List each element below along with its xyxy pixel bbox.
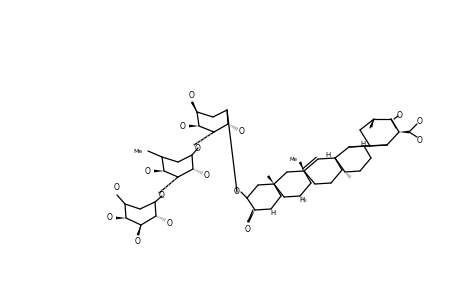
Text: Me: Me <box>134 148 143 154</box>
Polygon shape <box>116 217 126 219</box>
Text: H: H <box>359 141 365 147</box>
Text: H: H <box>270 210 275 216</box>
Text: O: O <box>159 191 165 200</box>
Polygon shape <box>136 225 141 236</box>
Text: O: O <box>145 167 151 176</box>
Polygon shape <box>369 119 373 128</box>
Text: O: O <box>416 136 422 145</box>
Text: O: O <box>396 110 402 119</box>
Polygon shape <box>154 169 164 172</box>
Text: O: O <box>239 127 244 136</box>
Text: O: O <box>234 188 240 196</box>
Polygon shape <box>190 101 196 112</box>
Text: O: O <box>416 116 422 125</box>
Polygon shape <box>246 210 254 223</box>
Text: O: O <box>114 184 120 193</box>
Polygon shape <box>189 124 199 128</box>
Polygon shape <box>298 161 303 171</box>
Text: O: O <box>107 214 113 223</box>
Text: O: O <box>135 238 140 247</box>
Polygon shape <box>398 130 408 134</box>
Text: O: O <box>204 172 209 181</box>
Text: O: O <box>189 91 195 100</box>
Text: O: O <box>195 143 201 152</box>
Text: O: O <box>245 224 251 233</box>
Text: Me: Me <box>289 157 297 161</box>
Text: H: H <box>299 197 304 203</box>
Text: O: O <box>179 122 185 130</box>
Text: O: O <box>167 218 173 227</box>
Text: H: H <box>325 152 330 158</box>
Polygon shape <box>266 175 274 184</box>
